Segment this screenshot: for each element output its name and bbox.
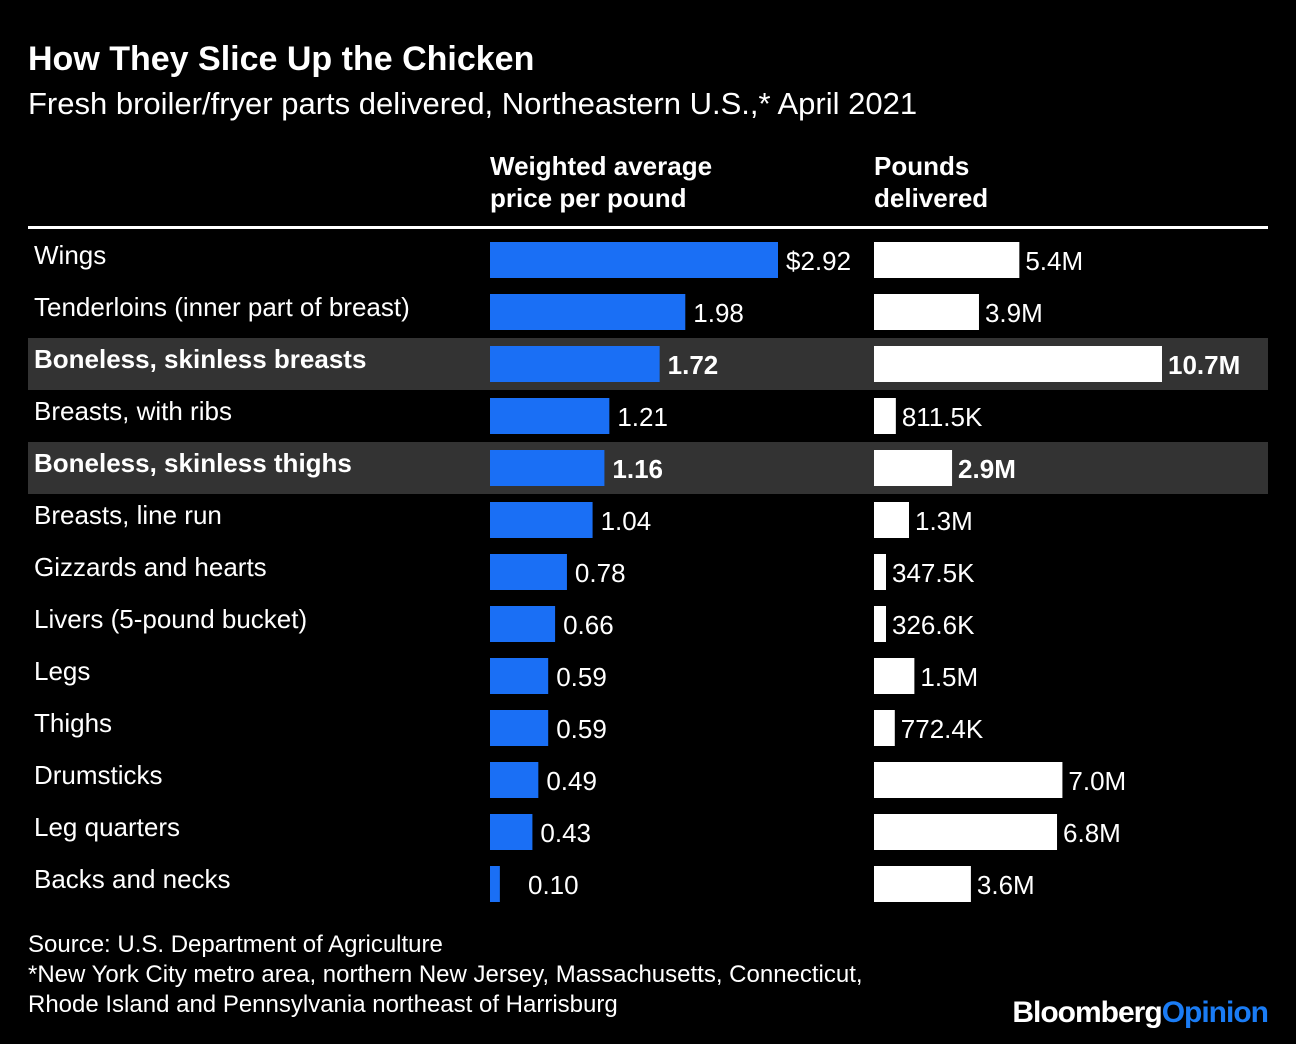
pounds-value-label: 772.4K bbox=[901, 714, 984, 744]
price-value-label: 0.59 bbox=[556, 662, 607, 692]
pounds-value-label: 5.4M bbox=[1025, 246, 1083, 276]
price-bar bbox=[490, 814, 533, 850]
category-label: Leg quarters bbox=[34, 812, 180, 842]
pounds-bar bbox=[874, 606, 886, 642]
pounds-column-header-line-1: Pounds bbox=[874, 151, 970, 181]
price-bar bbox=[490, 554, 567, 590]
category-label: Backs and necks bbox=[34, 864, 231, 894]
source-line-3: Rhode Island and Pennsylvania northeast … bbox=[28, 991, 618, 1018]
pounds-value-label: 10.7M bbox=[1168, 350, 1240, 380]
price-column-header-line-2: price per pound bbox=[490, 183, 687, 213]
price-value-label: 0.49 bbox=[546, 766, 597, 796]
logo-brand: Bloomberg bbox=[1012, 996, 1162, 1029]
pounds-column-header-line-2: delivered bbox=[874, 183, 989, 213]
category-label: Tenderloins (inner part of breast) bbox=[34, 292, 410, 322]
pounds-value-label: 1.3M bbox=[915, 506, 973, 536]
pounds-value-label: 347.5K bbox=[892, 558, 975, 588]
category-label: Boneless, skinless thighs bbox=[34, 448, 352, 478]
pounds-value-label: 326.6K bbox=[892, 610, 975, 640]
category-label: Gizzards and hearts bbox=[34, 552, 267, 582]
price-value-label: 1.21 bbox=[617, 402, 668, 432]
price-value-label: 1.16 bbox=[612, 454, 663, 484]
pounds-bar bbox=[874, 398, 896, 434]
source-line-2: *New York City metro area, northern New … bbox=[28, 961, 863, 988]
pounds-column-header: Pounds delivered bbox=[874, 150, 988, 214]
price-value-label: 0.59 bbox=[556, 714, 607, 744]
pounds-bar bbox=[874, 450, 953, 486]
pounds-bar bbox=[874, 554, 886, 590]
price-value-label: 0.10 bbox=[528, 870, 579, 900]
highlight-row-band bbox=[28, 442, 1268, 494]
price-column-header: Weighted average price per pound bbox=[490, 150, 712, 214]
price-value-label: 0.66 bbox=[563, 610, 614, 640]
category-label: Thighs bbox=[34, 708, 112, 738]
price-bar bbox=[490, 294, 686, 330]
pounds-value-label: 3.9M bbox=[985, 298, 1043, 328]
category-label: Boneless, skinless breasts bbox=[34, 344, 366, 374]
pounds-bar bbox=[874, 658, 915, 694]
header-rule bbox=[28, 226, 1268, 229]
bar-chart: Wings $2.92 5.4M Tenderloins (inner part of… bbox=[28, 240, 1268, 902]
category-label: Wings bbox=[34, 240, 106, 270]
pounds-bar bbox=[874, 242, 1020, 278]
price-bar bbox=[490, 450, 605, 486]
price-column-header-line-1: Weighted average bbox=[490, 151, 713, 181]
pounds-bar bbox=[874, 814, 1058, 850]
pounds-value-label: 3.6M bbox=[977, 870, 1035, 900]
price-value-label: 1.98 bbox=[693, 298, 744, 328]
price-bar bbox=[490, 710, 549, 746]
pounds-value-label: 2.9M bbox=[958, 454, 1016, 484]
pounds-value-label: 7.0M bbox=[1068, 766, 1126, 796]
price-bar bbox=[490, 398, 610, 434]
pounds-value-label: 6.8M bbox=[1063, 818, 1121, 848]
price-bar bbox=[490, 242, 778, 278]
price-value-label: 1.04 bbox=[601, 506, 652, 536]
price-bar bbox=[490, 762, 539, 798]
logo-section: Opinion bbox=[1161, 996, 1269, 1029]
price-value-label: 1.72 bbox=[668, 350, 719, 380]
source-line-1: Source: U.S. Department of Agriculture bbox=[28, 931, 443, 958]
pounds-value-label: 1.5M bbox=[920, 662, 978, 692]
bloomberg-opinion-logo: BloombergOpinion bbox=[1012, 996, 1269, 1030]
pounds-bar bbox=[874, 294, 979, 330]
price-bar bbox=[490, 866, 500, 902]
pounds-bar bbox=[874, 762, 1063, 798]
category-label: Livers (5-pound bucket) bbox=[34, 604, 307, 634]
price-value-label: 0.43 bbox=[540, 818, 591, 848]
pounds-bar bbox=[874, 866, 971, 902]
price-bar bbox=[490, 606, 556, 642]
chart-subtitle: Fresh broiler/fryer parts delivered, Nor… bbox=[28, 86, 918, 121]
chart-title: How They Slice Up the Chicken bbox=[28, 40, 535, 78]
category-label: Legs bbox=[34, 656, 90, 686]
category-label: Drumsticks bbox=[34, 760, 163, 790]
price-bar bbox=[490, 658, 549, 694]
price-value-label: $2.92 bbox=[786, 246, 851, 276]
pounds-bar bbox=[874, 502, 909, 538]
category-label: Breasts, line run bbox=[34, 500, 222, 530]
price-bar bbox=[490, 346, 660, 382]
price-value-label: 0.78 bbox=[575, 558, 626, 588]
price-bar bbox=[490, 502, 593, 538]
pounds-bar bbox=[874, 346, 1162, 382]
source-note: Source: U.S. Department of Agriculture *… bbox=[28, 930, 863, 1020]
pounds-value-label: 811.5K bbox=[902, 402, 983, 432]
category-label: Breasts, with ribs bbox=[34, 396, 232, 426]
pounds-bar bbox=[874, 710, 895, 746]
